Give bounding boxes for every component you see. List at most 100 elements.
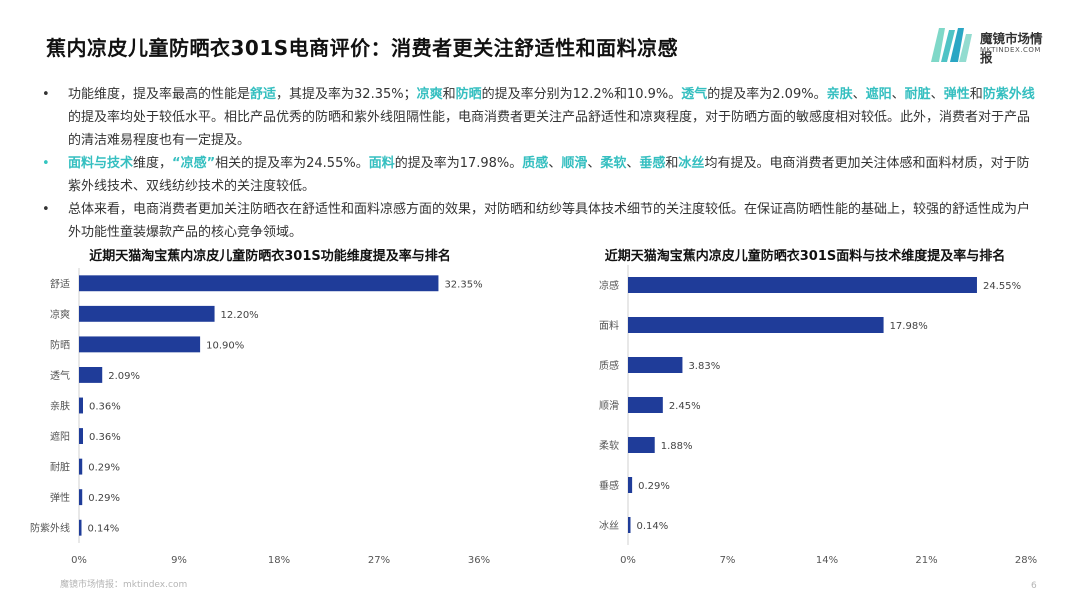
category-label: 防紫外线: [30, 522, 70, 535]
category-label: 柔软: [599, 439, 619, 452]
data-label: 17.98%: [890, 321, 928, 332]
data-label: 1.88%: [661, 441, 693, 452]
page-title: 蕉内凉皮儿童防晒衣301S电商评价：消费者更关注舒适性和面料凉感: [46, 36, 679, 60]
highlight-term: 防晒: [455, 87, 482, 102]
bullet-text: 功能维度，提及率最高的性能是舒适，其提及率为32.35%；凉爽和防晒的提及率分别…: [68, 83, 1035, 152]
bullet-segment: 维度，: [133, 156, 173, 171]
category-label: 质感: [599, 359, 619, 372]
category-label: 面料: [599, 319, 619, 332]
bullet-dot: •: [42, 156, 50, 171]
highlight-term: 顺滑: [561, 156, 588, 171]
x-tick-label: 18%: [268, 555, 290, 566]
highlight-term: 耐脏: [904, 87, 931, 102]
highlight-term: 防紫外线: [982, 87, 1035, 102]
data-label: 0.36%: [89, 432, 121, 443]
highlight-term: 亲肤: [826, 87, 853, 102]
footer-source: 魔镜市场情报：mktindex.com: [60, 580, 188, 590]
page-number: 6: [1031, 581, 1037, 591]
bar: [628, 477, 633, 493]
bullet-segment: 和: [442, 87, 456, 102]
data-label: 0.29%: [638, 481, 670, 492]
highlight-term: 透气: [681, 87, 708, 102]
category-label: 舒适: [50, 277, 70, 290]
bullet-dot: •: [42, 87, 50, 102]
bar: [628, 517, 631, 533]
bullet-segment: ，其提及率为32.35%；: [276, 87, 417, 102]
bullet-segment: 、: [548, 156, 562, 171]
bullet-segment: 总体来看，电商消费者更加关注防晒衣在舒适性和面料凉感方面的效果，对防晒和纺纱等具…: [68, 202, 1031, 240]
highlight-term: 舒适: [250, 87, 277, 102]
bar: [79, 275, 439, 292]
bar: [628, 397, 663, 413]
bullet-dot: •: [42, 202, 50, 217]
highlight-term: 面料: [368, 156, 395, 171]
x-tick-label: 14%: [816, 555, 838, 566]
bar: [628, 277, 977, 293]
bullet-segment: 、: [626, 156, 640, 171]
data-label: 10.90%: [206, 340, 244, 351]
data-label: 12.20%: [221, 310, 259, 321]
bullet-list: • 功能维度，提及率最高的性能是舒适，其提及率为32.35%；凉爽和防晒的提及率分…: [40, 83, 1035, 244]
bar: [79, 336, 201, 353]
category-label: 垂感: [599, 479, 619, 492]
category-label: 亲肤: [50, 400, 70, 413]
data-label: 2.09%: [108, 371, 140, 382]
logo-url: MKTINDEX.COM: [980, 46, 1041, 54]
x-tick-label: 36%: [468, 555, 490, 566]
x-tick-label: 0%: [620, 555, 636, 566]
data-label: 2.45%: [669, 401, 701, 412]
bullet-segment: 的提及率为17.98%。: [394, 156, 523, 171]
category-label: 遮阳: [50, 430, 70, 443]
x-tick-label: 9%: [171, 555, 187, 566]
highlight-term: 质感: [522, 156, 549, 171]
x-tick-label: 21%: [915, 555, 937, 566]
bullet-segment: 均有提及。电商消费者更加关注体感和面料材质，对于防紫外线技术、双线纺纱技术的关注…: [68, 156, 1030, 194]
bar: [79, 428, 83, 444]
chart-title-function: 近期天猫淘宝蕉内凉皮儿童防晒衣301S功能维度提及率与排名: [89, 249, 451, 264]
bullet-segment: 和: [969, 87, 983, 102]
category-label: 耐脏: [50, 461, 70, 474]
bar: [79, 458, 83, 475]
bar: [79, 519, 82, 536]
bar: [628, 317, 884, 333]
data-label: 32.35%: [444, 279, 482, 290]
category-label: 弹性: [50, 491, 70, 504]
category-label: 顺滑: [599, 400, 619, 412]
bullet-item: • 面料与技术维度，“凉感”相关的提及率为24.55%。面料的提及率为17.98%…: [40, 152, 1035, 198]
highlight-term: 弹性: [943, 87, 970, 102]
highlight-term: 凉爽: [416, 87, 443, 102]
bullet-segment: 、: [587, 156, 601, 171]
chart-title-fabric: 近期天猫淘宝蕉内凉皮儿童防晒衣301S面料与技术维度提及率与排名: [604, 249, 1006, 264]
bullet-item: • 总体来看，电商消费者更加关注防晒衣在舒适性和面料凉感方面的效果，对防晒和纺纱等…: [40, 198, 1035, 244]
bullet-segment: 、: [891, 87, 905, 102]
x-tick-label: 7%: [720, 555, 736, 566]
logo: 魔镜市场情报 MKTINDEX.COM: [928, 22, 1048, 66]
category-label: 冰丝: [599, 519, 619, 532]
highlight-term: 冰丝: [678, 156, 705, 171]
data-label: 0.14%: [88, 524, 120, 535]
data-label: 0.29%: [88, 493, 120, 504]
data-label: 24.55%: [983, 281, 1021, 292]
category-label: 透气: [50, 369, 70, 382]
data-label: 0.36%: [89, 402, 121, 413]
x-tick-label: 28%: [1015, 555, 1037, 566]
bullet-segment: 的提及率均处于较低水平。相比产品优秀的防晒和紫外线阻隔性能，电商消费者更关注产品…: [68, 110, 1031, 148]
bullet-text: 总体来看，电商消费者更加关注防晒衣在舒适性和面料凉感方面的效果，对防晒和纺纱等具…: [68, 198, 1035, 244]
category-label: 防晒: [50, 338, 70, 351]
data-label: 0.14%: [637, 521, 669, 532]
bullet-segment: 功能维度，提及率最高的性能是: [68, 87, 251, 102]
bar: [79, 305, 215, 322]
x-tick-label: 27%: [368, 555, 390, 566]
bullet-segment: 、: [930, 87, 944, 102]
bar: [628, 437, 655, 453]
data-label: 0.29%: [88, 463, 120, 474]
x-tick-label: 0%: [71, 555, 87, 566]
bullet-segment: 的提及率分别为12.2%和10.9%。: [481, 87, 682, 102]
bullet-segment: 的提及率为2.09%。: [707, 87, 827, 102]
data-label: 3.83%: [688, 361, 720, 372]
highlight-term: 面料与技术: [68, 156, 134, 171]
highlight-term: 柔软: [600, 156, 627, 171]
bullet-segment: 和: [665, 156, 679, 171]
highlight-term: “凉感”: [172, 156, 216, 171]
highlight-term: 垂感: [639, 156, 666, 171]
